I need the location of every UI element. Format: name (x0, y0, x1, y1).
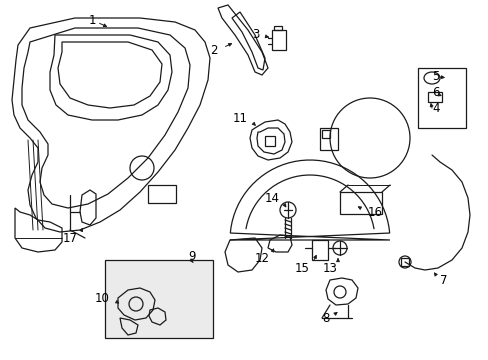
Text: 3: 3 (252, 28, 260, 41)
Text: 5: 5 (431, 69, 439, 82)
Text: 1: 1 (88, 13, 96, 27)
Text: 10: 10 (95, 292, 110, 305)
Bar (264, 136, 274, 146)
Text: 6: 6 (431, 85, 439, 99)
Text: 12: 12 (254, 252, 269, 265)
Bar (319, 128, 337, 150)
Text: 8: 8 (322, 311, 329, 324)
Bar (271, 30, 285, 50)
Bar (321, 130, 329, 138)
Bar (400, 258, 408, 266)
Text: 15: 15 (295, 261, 309, 274)
Text: 16: 16 (367, 206, 382, 219)
Text: 4: 4 (431, 102, 439, 114)
Text: 9: 9 (187, 249, 195, 262)
Bar (417, 68, 465, 128)
Bar (105, 260, 213, 338)
Bar (148, 185, 176, 203)
Text: 13: 13 (323, 261, 337, 274)
Text: 14: 14 (264, 192, 280, 204)
Text: 17: 17 (63, 231, 78, 244)
Text: 2: 2 (210, 44, 218, 57)
Bar (273, 26, 282, 30)
Text: 7: 7 (439, 274, 447, 287)
Bar (427, 92, 441, 102)
Bar (339, 192, 381, 214)
Bar (311, 240, 327, 260)
Text: 11: 11 (232, 112, 247, 125)
